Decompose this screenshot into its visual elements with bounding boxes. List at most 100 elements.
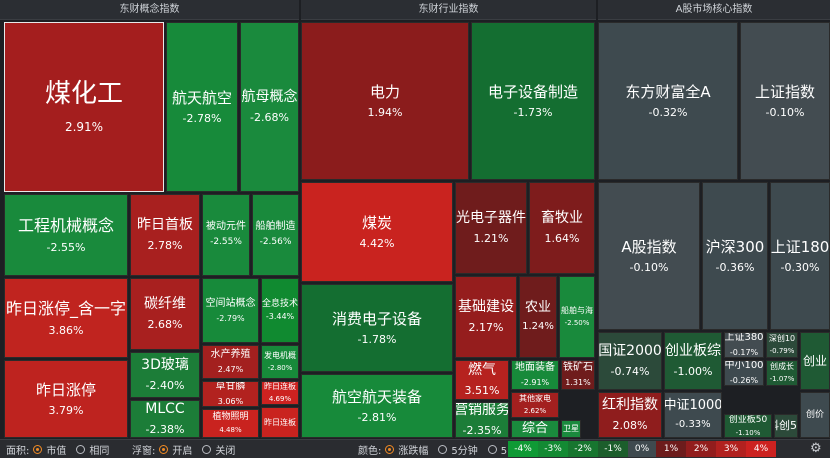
legend-swatch: 0% bbox=[628, 441, 656, 457]
treemap-tile[interactable]: 船舶制造 -2.56% bbox=[252, 194, 299, 276]
tile-change-pct: 3.86% bbox=[48, 323, 84, 337]
treemap-tile[interactable]: 煤化工 2.91% bbox=[4, 22, 164, 192]
treemap-tile[interactable]: 卫星 bbox=[561, 420, 581, 438]
treemap-tile[interactable]: 煤炭 4.42% bbox=[301, 182, 453, 282]
treemap-tile[interactable]: 全息技术 -3.44% bbox=[261, 278, 299, 343]
treemap-tile[interactable]: 电子设备制造 -1.73% bbox=[471, 22, 595, 180]
treemap-tile[interactable]: 铁矿石 1.31% bbox=[561, 360, 595, 390]
treemap-tile[interactable]: 创价 bbox=[800, 392, 830, 438]
treemap-tile[interactable]: 东方财富全A -0.32% bbox=[598, 22, 738, 180]
treemap-tile[interactable]: 被动元件 -2.55% bbox=[202, 194, 250, 276]
tile-change-pct: -0.10% bbox=[629, 260, 669, 274]
area-equal-radio[interactable] bbox=[76, 444, 86, 454]
treemap-tile[interactable]: 深创10 -0.79% bbox=[766, 332, 798, 358]
tile-name: 被动元件 bbox=[206, 221, 246, 233]
treemap-tile[interactable]: 草甘膦 3.06% bbox=[202, 381, 259, 407]
color-legend: -4% -3% -2% -1% 0% 1% 2% 3% 4% bbox=[508, 441, 776, 457]
treemap-tile[interactable]: 昨日涨停_含一字 3.86% bbox=[4, 278, 128, 358]
tile-name: 沪深300 bbox=[705, 237, 765, 256]
tile-name: 煤化工 bbox=[44, 79, 123, 110]
treemap-tile[interactable]: 红利指数 2.08% bbox=[598, 392, 662, 438]
tile-change-pct: 3.06% bbox=[217, 397, 244, 406]
treemap-tile[interactable]: 农业 1.24% bbox=[519, 276, 557, 358]
float-off-radio[interactable] bbox=[202, 444, 212, 454]
treemap-tile[interactable]: 科创50 bbox=[774, 414, 798, 438]
treemap-tile[interactable]: 上证180 -0.30% bbox=[770, 182, 830, 330]
tile-name: 昨日涨停_含一字 bbox=[5, 298, 126, 318]
tile-change-pct: 2.62% bbox=[523, 406, 547, 415]
treemap-tile[interactable]: 地面装备 -2.91% bbox=[511, 360, 559, 390]
area-equal-label[interactable]: 相同 bbox=[89, 445, 110, 457]
area-market-cap-label[interactable]: 市值 bbox=[46, 445, 67, 457]
tile-change-pct: 4.69% bbox=[268, 394, 292, 403]
tile-name: 碳纤维 bbox=[144, 296, 186, 313]
treemap-tile[interactable]: 植物照明 4.48% bbox=[202, 409, 259, 438]
treemap-tile[interactable]: 发电机概 -2.80% bbox=[261, 345, 299, 379]
treemap-tile[interactable]: MLCC -2.38% bbox=[130, 400, 200, 438]
treemap-tile[interactable]: 船舶与海 -2.50% bbox=[559, 276, 595, 358]
treemap-tile[interactable]: 航空航天装备 -2.81% bbox=[301, 374, 453, 438]
treemap-tile[interactable]: 中证1000 -0.33% bbox=[664, 392, 722, 438]
treemap-tile[interactable]: 消费电子设备 -1.78% bbox=[301, 284, 453, 372]
legend-swatch: 1% bbox=[656, 441, 686, 457]
color-change-radio[interactable] bbox=[385, 444, 395, 454]
treemap-tile[interactable]: 上证指数 -0.10% bbox=[740, 22, 830, 180]
treemap-tile[interactable]: 光电子器件 1.21% bbox=[455, 182, 527, 274]
treemap-tile[interactable]: 营销服务 -2.35% bbox=[455, 402, 509, 438]
tile-change-pct: -0.36% bbox=[715, 260, 755, 274]
treemap-tile[interactable]: 昨日涨停 3.79% bbox=[4, 360, 128, 438]
tile-name: 船舶制造 bbox=[255, 221, 296, 233]
treemap-tile[interactable]: 畜牧业 1.64% bbox=[529, 182, 595, 274]
tile-change-pct: -1.07% bbox=[769, 374, 795, 383]
color-5day-radio[interactable] bbox=[487, 444, 497, 454]
treemap-tile[interactable]: 碳纤维 2.68% bbox=[130, 278, 200, 350]
treemap-tile[interactable]: 综合 bbox=[511, 420, 559, 438]
tile-name: 草甘膦 bbox=[215, 381, 246, 392]
color-5min-label[interactable]: 5分钟 bbox=[451, 445, 478, 457]
treemap-tile[interactable]: 创成长 -1.07% bbox=[766, 360, 798, 386]
treemap-tile[interactable]: 其他家电 2.62% bbox=[511, 392, 559, 418]
color-change-label[interactable]: 涨跌幅 bbox=[398, 445, 429, 457]
legend-swatch: 2% bbox=[686, 441, 716, 457]
tile-name: 燃气 bbox=[468, 362, 496, 379]
tile-change-pct: 3.51% bbox=[464, 384, 500, 398]
treemap-tile[interactable]: 航母概念 -2.68% bbox=[240, 22, 299, 192]
float-off-label[interactable]: 关闭 bbox=[215, 445, 236, 457]
treemap-tile[interactable]: 创业 bbox=[800, 332, 830, 390]
gear-icon[interactable]: ⚙ bbox=[810, 441, 822, 456]
treemap-tile[interactable]: 3D玻璃 -2.40% bbox=[130, 352, 200, 398]
treemap-tile[interactable]: 创业板50 -1.10% bbox=[724, 414, 772, 438]
treemap-tile[interactable]: 中小100 -0.26% bbox=[724, 360, 764, 386]
treemap-tile[interactable]: 昨日连板 bbox=[261, 407, 299, 438]
float-on-radio[interactable] bbox=[159, 444, 169, 454]
treemap-tile[interactable]: 空间站概念 -2.79% bbox=[202, 278, 259, 343]
legend-swatch: -1% bbox=[598, 441, 628, 457]
treemap-tile[interactable]: 昨日连板 4.69% bbox=[261, 381, 299, 405]
float-on-label[interactable]: 开启 bbox=[172, 445, 193, 457]
treemap-tile[interactable]: 创业板综 -1.00% bbox=[664, 332, 722, 390]
tile-change-pct: -2.80% bbox=[267, 363, 293, 372]
area-market-cap-radio[interactable] bbox=[33, 444, 43, 454]
treemap-tile[interactable]: 昨日首板 2.78% bbox=[130, 194, 200, 276]
tile-change-pct: -2.38% bbox=[145, 423, 185, 437]
tile-name: 中小100 bbox=[724, 360, 764, 371]
treemap-tile[interactable]: 燃气 3.51% bbox=[455, 360, 509, 400]
treemap-tile[interactable]: 航天航空 -2.78% bbox=[166, 22, 238, 192]
treemap-tile[interactable]: 电力 1.94% bbox=[301, 22, 469, 180]
tile-change-pct: -2.56% bbox=[259, 237, 292, 248]
area-mode-group: 面积: 市值 相同 bbox=[6, 440, 109, 458]
tile-name: 昨日连板 bbox=[264, 417, 296, 427]
treemap-tile[interactable]: 工程机械概念 -2.55% bbox=[4, 194, 128, 276]
treemap-tile[interactable]: 上证380 -0.17% bbox=[724, 332, 764, 358]
treemap-tile[interactable]: A股指数 -0.10% bbox=[598, 182, 700, 330]
tile-name: 创业板50 bbox=[728, 414, 768, 425]
tile-name: 发电机概 bbox=[264, 351, 296, 361]
tile-name: 光电子器件 bbox=[456, 210, 526, 227]
treemap-tile[interactable]: 水产养殖 2.47% bbox=[202, 345, 259, 379]
color-5min-radio[interactable] bbox=[438, 444, 448, 454]
treemap-tile[interactable]: 国证2000 -0.74% bbox=[598, 332, 662, 390]
treemap-tile[interactable]: 基础建设 2.17% bbox=[455, 276, 517, 358]
tile-change-pct: 2.47% bbox=[217, 365, 244, 374]
treemap-tile[interactable]: 沪深300 -0.36% bbox=[702, 182, 768, 330]
